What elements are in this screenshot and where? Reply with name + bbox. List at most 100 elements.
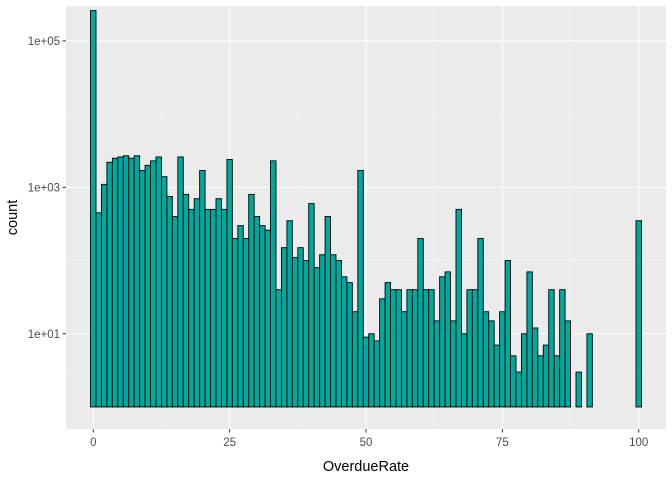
histogram-bar (319, 254, 326, 408)
histogram-bar (171, 216, 179, 408)
x-tick-label: 75 (496, 437, 509, 449)
histogram-bar (259, 225, 266, 408)
histogram-bar (242, 238, 250, 408)
histogram-bar (133, 155, 141, 408)
histogram-bar (542, 344, 550, 408)
histogram-bar (531, 327, 539, 408)
histogram-bar (553, 355, 561, 408)
histogram-bar (341, 276, 348, 408)
histogram-bar (210, 208, 217, 408)
histogram-bar (401, 311, 408, 408)
x-tick-label: 0 (90, 437, 96, 449)
histogram-bar (204, 208, 211, 408)
x-tick-label: 100 (629, 437, 648, 449)
histogram-bar (302, 260, 310, 408)
histogram-bar (101, 183, 108, 408)
histogram-bar (548, 289, 555, 408)
histogram-bar (471, 289, 479, 408)
histogram-bar (575, 371, 582, 408)
x-axis-title: OverdueRate (323, 459, 409, 475)
histogram-bar (493, 344, 501, 408)
histogram-bar (128, 157, 135, 408)
histogram-bar (335, 260, 342, 408)
y-tick-label: 1e+01 (28, 329, 60, 341)
histogram-bar (221, 208, 228, 408)
y-axis: 1e+01 1e+03 1e+05 (28, 36, 66, 341)
histogram-bar (182, 193, 190, 408)
histogram-bar (526, 271, 533, 408)
histogram-bar (635, 220, 642, 408)
y-tick-label: 1e+05 (28, 36, 60, 48)
histogram-bar (215, 198, 222, 408)
x-tick-label: 50 (360, 437, 373, 449)
histogram-bar (406, 289, 413, 408)
histogram-bar (150, 160, 157, 408)
histogram-bar (411, 289, 419, 408)
histogram-bar (90, 10, 97, 408)
histogram-bar (226, 159, 233, 408)
y-tick-label: 1e+03 (28, 182, 60, 194)
histogram-bar (231, 238, 239, 408)
histogram-bar (395, 289, 402, 408)
histogram-bar (139, 170, 146, 408)
histogram-bar (373, 340, 381, 408)
histogram-bar (248, 193, 255, 408)
histogram-bar (275, 289, 282, 408)
histogram-bar (264, 229, 271, 408)
histogram-bar (466, 289, 473, 408)
histogram-bar (564, 320, 571, 408)
histogram-bar (324, 216, 331, 408)
y-axis-title: count (5, 200, 21, 235)
histogram-bar (482, 311, 490, 408)
histogram-bar (308, 203, 315, 408)
histogram-bar (166, 196, 173, 408)
histogram-bar (297, 247, 304, 408)
histogram-bar (253, 216, 261, 408)
histogram-bar (444, 271, 451, 408)
histogram-bar (368, 333, 375, 408)
histogram-bar (117, 156, 124, 408)
histogram-bar (433, 320, 441, 408)
x-axis: 0 25 50 75 100 (90, 429, 648, 449)
x-tick-label: 25 (223, 437, 236, 449)
histogram-bars (90, 10, 642, 408)
histogram-bar (270, 160, 277, 408)
histogram-bar (155, 156, 162, 408)
histogram-bar (291, 257, 299, 408)
histogram-bar (521, 333, 528, 408)
histogram-bar (428, 289, 435, 408)
histogram-bar (351, 311, 359, 408)
histogram-bar (330, 254, 337, 408)
histogram-bar (390, 289, 397, 408)
histogram-bar (439, 276, 446, 408)
histogram-bar (281, 247, 288, 408)
histogram-bar (237, 225, 244, 408)
histogram-bar (346, 282, 353, 408)
histogram-bar (455, 208, 462, 408)
histogram-bar (450, 320, 457, 408)
histogram-bar (188, 208, 195, 408)
histogram-bar (559, 289, 566, 408)
histogram-bar (515, 371, 522, 408)
histogram-bar (488, 320, 495, 408)
histogram-bar (177, 156, 184, 408)
histogram-bar (199, 170, 206, 408)
histogram-bar (477, 238, 484, 408)
histogram-bar (95, 212, 102, 408)
histogram-bar (122, 155, 130, 408)
histogram-bar (161, 176, 168, 408)
histogram-bar (357, 170, 364, 408)
histogram-bar (193, 198, 201, 408)
histogram-bar (362, 336, 370, 408)
histogram-bar (499, 311, 506, 408)
histogram-bar (384, 282, 391, 408)
histogram-bar (586, 333, 593, 408)
histogram-bar (144, 164, 151, 408)
histogram-bar (417, 238, 424, 408)
histogram-bar (379, 298, 386, 408)
histogram-bar (461, 333, 468, 408)
histogram-bar (510, 355, 517, 408)
histogram-bar (106, 161, 113, 408)
histogram-bar (504, 260, 511, 408)
